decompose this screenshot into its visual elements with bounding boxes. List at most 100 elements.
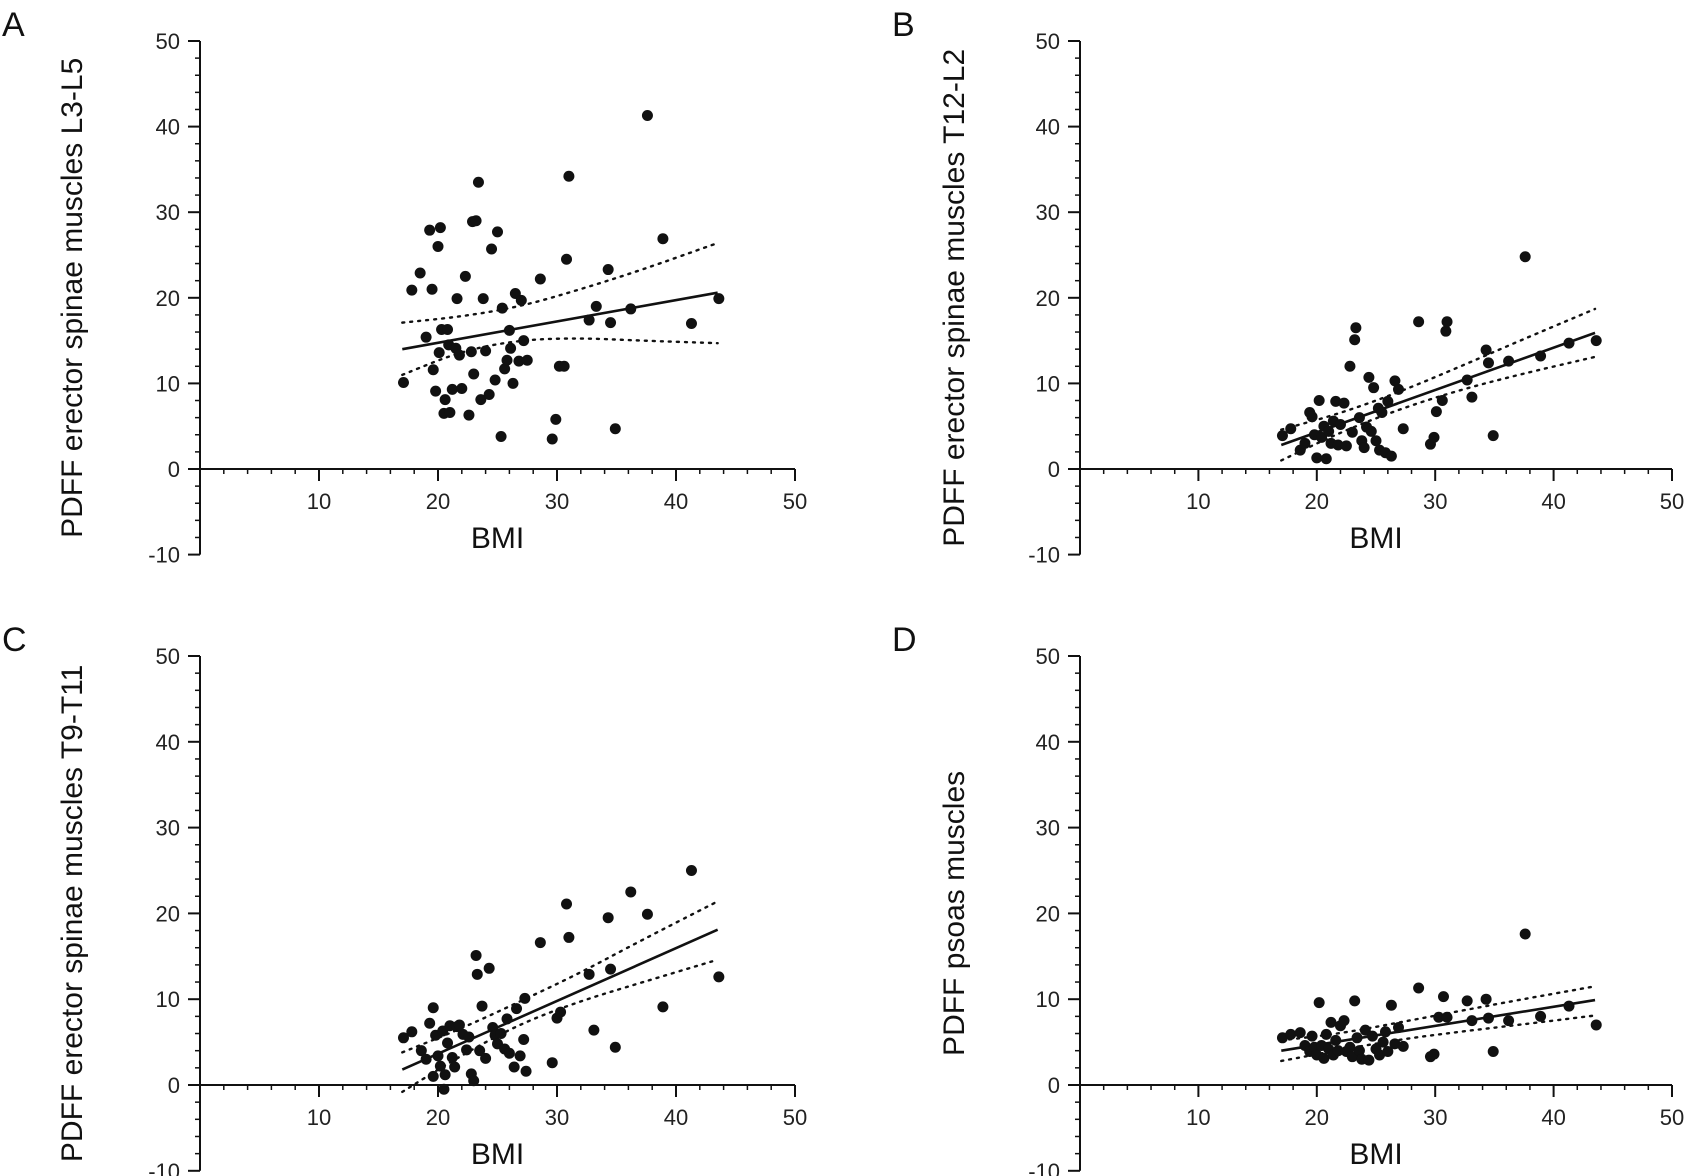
- x-tick-label: 20: [426, 489, 450, 514]
- data-point: [1385, 999, 1397, 1011]
- data-point: [1519, 251, 1531, 263]
- data-point: [446, 1052, 458, 1064]
- data-point: [439, 1069, 451, 1081]
- data-point: [480, 1052, 492, 1064]
- data-point: [461, 1044, 473, 1056]
- data-point: [1385, 450, 1397, 462]
- data-point: [555, 1006, 567, 1018]
- data-point: [505, 342, 517, 354]
- data-point: [1535, 350, 1547, 362]
- confidence-band-upper: [1280, 985, 1597, 1042]
- x-tick-label: 50: [1660, 1105, 1684, 1130]
- data-point: [1377, 1036, 1389, 1048]
- data-point: [1338, 1015, 1350, 1027]
- data-point: [1503, 355, 1515, 367]
- data-point: [420, 331, 432, 343]
- data-point: [442, 323, 454, 335]
- data-point: [430, 385, 442, 397]
- data-point: [1379, 1026, 1391, 1038]
- data-point: [588, 1024, 600, 1036]
- x-tick-label: 10: [307, 489, 331, 514]
- data-point: [496, 302, 508, 314]
- data-point: [483, 389, 495, 401]
- data-point: [518, 1034, 530, 1046]
- data-point: [1332, 439, 1344, 451]
- panel-d: D -10 0 10 20 30 40 50 10 20 30 40 50 BMI PDFF psoas m…: [892, 621, 1684, 1176]
- data-point: [1590, 335, 1602, 347]
- data-point: [503, 324, 515, 336]
- data-point: [1382, 1046, 1394, 1058]
- data-point: [427, 364, 439, 376]
- y-tick-label: -10: [148, 1159, 180, 1176]
- data-point: [602, 264, 614, 276]
- data-point: [1318, 1052, 1330, 1064]
- data-point: [625, 886, 637, 898]
- y-tick-label: -10: [1028, 1159, 1060, 1176]
- data-point: [476, 1000, 488, 1012]
- data-point: [1358, 442, 1370, 454]
- data-point: [1313, 997, 1325, 1009]
- y-tick-label: 0: [1048, 1073, 1060, 1098]
- y-tick-label: 40: [156, 730, 180, 755]
- data-point: [1349, 334, 1361, 346]
- data-point: [468, 368, 480, 380]
- x-tick-label: 20: [426, 1105, 450, 1130]
- x-tick-label: 20: [1305, 1105, 1329, 1130]
- data-point: [1330, 395, 1342, 407]
- data-point: [657, 233, 669, 245]
- data-point: [514, 1050, 526, 1062]
- x-tick-label: 10: [1186, 489, 1210, 514]
- data-point: [563, 931, 575, 943]
- data-point: [546, 1057, 558, 1069]
- data-point: [1363, 1054, 1375, 1066]
- x-tick-label: 40: [664, 1105, 688, 1130]
- data-point: [605, 317, 617, 329]
- data-point: [1285, 1028, 1297, 1040]
- y-tick-label: 10: [1036, 987, 1060, 1012]
- data-point: [685, 317, 697, 329]
- y-axis-label: PDFF erector spinae muscles L3-L5: [56, 58, 89, 538]
- data-point: [625, 303, 637, 315]
- y-tick-label: 20: [156, 901, 180, 926]
- panel-letter: B: [892, 6, 915, 44]
- y-tick-label: -10: [1028, 543, 1060, 568]
- data-point: [583, 314, 595, 326]
- data-point: [1334, 418, 1346, 430]
- data-point: [685, 865, 697, 876]
- data-point: [453, 1019, 465, 1031]
- data-point: [1389, 1038, 1401, 1050]
- data-point: [590, 300, 602, 312]
- y-tick-label: 50: [156, 29, 180, 54]
- data-point: [518, 335, 530, 347]
- data-point: [424, 224, 436, 236]
- data-point: [1563, 337, 1575, 349]
- y-axis-label: PDFF psoas muscles: [938, 771, 971, 1056]
- y-tick-label: 0: [168, 457, 180, 482]
- data-point: [501, 354, 513, 366]
- data-point: [561, 898, 573, 910]
- data-point: [1389, 375, 1401, 387]
- data-point: [1433, 1011, 1445, 1023]
- data-point: [1323, 425, 1335, 437]
- data-point: [415, 1045, 427, 1057]
- confidence-band-upper: [401, 241, 719, 324]
- data-point: [475, 394, 487, 406]
- data-point: [609, 423, 621, 435]
- y-tick-label: 50: [1036, 644, 1060, 669]
- y-tick-label: 30: [156, 200, 180, 225]
- data-point: [444, 407, 456, 419]
- data-point: [420, 1053, 432, 1065]
- data-point: [495, 430, 507, 442]
- confidence-band-upper: [401, 900, 719, 1054]
- data-point: [1366, 1030, 1378, 1042]
- data-point: [1306, 411, 1318, 423]
- x-axis-label: BMI: [1349, 1138, 1402, 1171]
- data-point: [1441, 1011, 1453, 1023]
- data-point: [465, 346, 477, 358]
- data-point: [406, 284, 418, 296]
- panel-letter: C: [2, 621, 27, 659]
- data-point: [641, 908, 653, 920]
- panel-letter: A: [2, 6, 25, 44]
- data-point: [1482, 1012, 1494, 1024]
